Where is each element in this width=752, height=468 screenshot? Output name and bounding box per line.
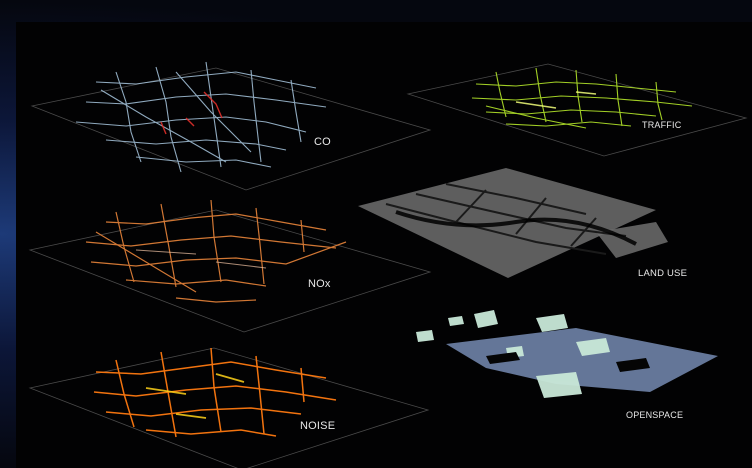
co-label: CO <box>314 136 331 148</box>
layers-illustration <box>28 61 748 468</box>
traffic-layer <box>406 63 748 157</box>
nox-network <box>85 199 347 303</box>
openspace-layer <box>416 310 718 398</box>
nox-label: NOx <box>308 278 331 290</box>
nox-plane <box>28 209 432 333</box>
land-use-layer <box>358 168 668 278</box>
layers-panel: CO TRAFFIC NOx LAND USE NOISE OPENSPACE <box>16 22 752 468</box>
nox-layer <box>28 199 432 333</box>
land-use-label: LAND USE <box>638 268 688 279</box>
land-use-river <box>395 210 637 246</box>
co-hotspots <box>160 91 223 135</box>
noise-plane <box>28 347 430 468</box>
traffic-network <box>471 67 693 129</box>
noise-label: NOISE <box>300 420 336 432</box>
noise-network <box>93 347 337 438</box>
nox-detail <box>135 249 267 269</box>
openspace-label: OPENSPACE <box>626 410 684 420</box>
openspace-parks <box>416 310 610 398</box>
traffic-highlights <box>515 91 597 109</box>
traffic-plane <box>406 63 748 157</box>
noise-layer <box>28 347 430 468</box>
openspace-water <box>446 328 718 392</box>
openspace-blocks <box>486 352 650 372</box>
co-plane <box>30 67 432 191</box>
noise-hotspots <box>145 373 245 419</box>
co-layer <box>30 61 432 191</box>
co-network <box>75 61 327 173</box>
traffic-label: TRAFFIC <box>642 120 682 130</box>
